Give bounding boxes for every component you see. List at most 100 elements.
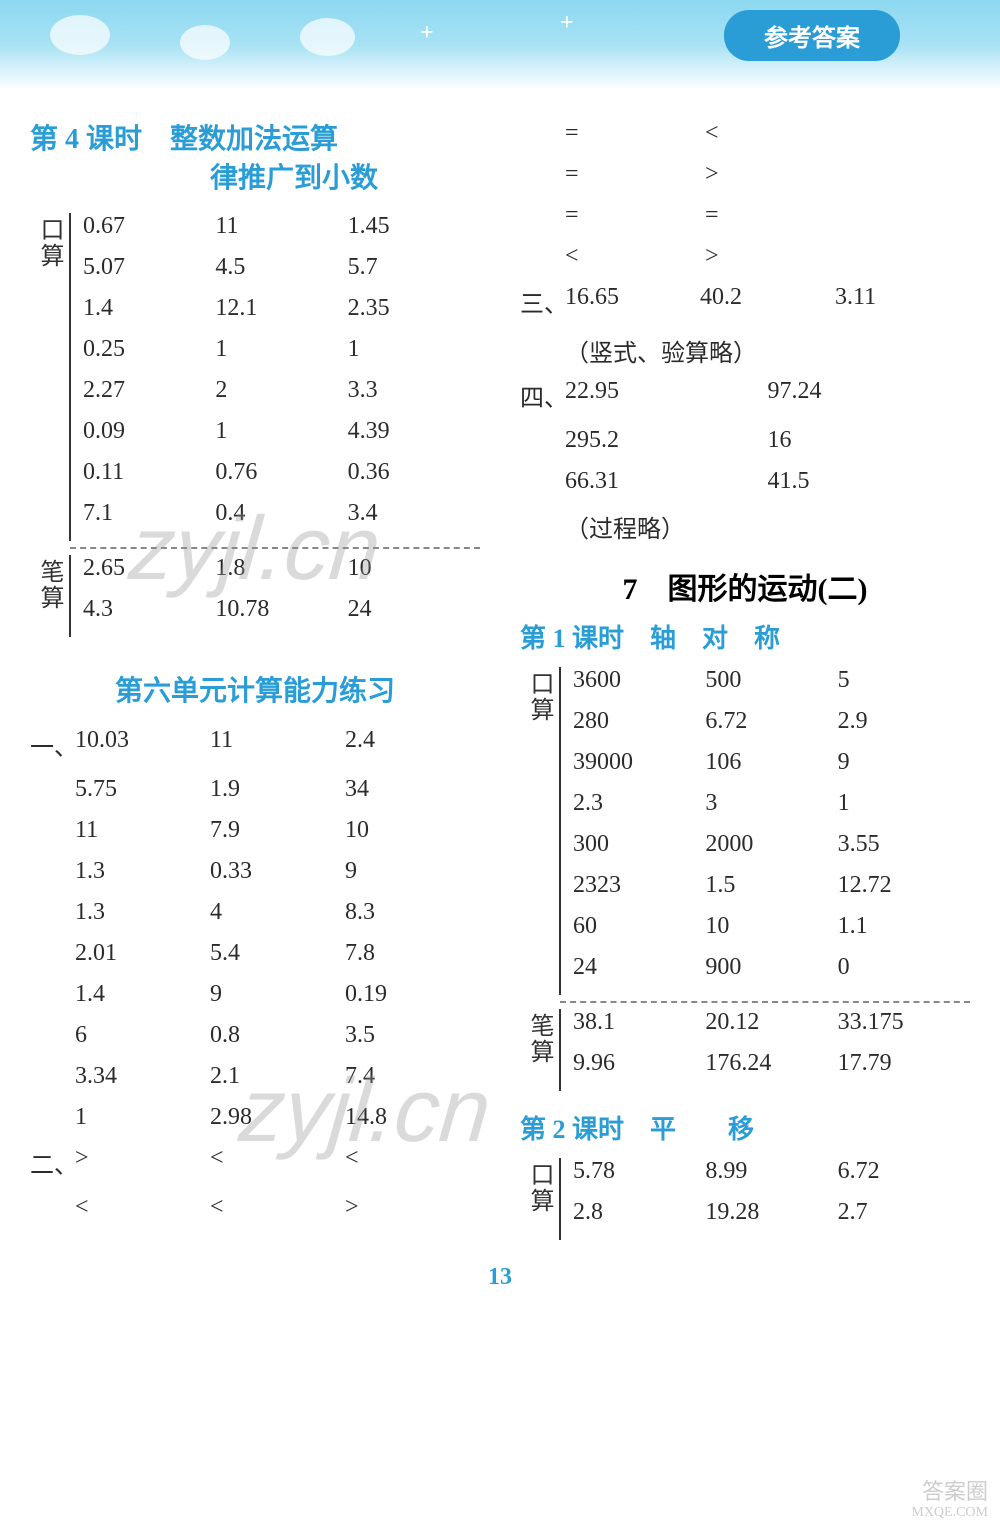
- table-cell: 41.5: [768, 468, 971, 495]
- table-cell: 39000: [573, 749, 705, 776]
- table-cell: 5.75: [75, 776, 210, 803]
- table-cell: 295.2: [565, 427, 768, 454]
- footer-logo-l2: MXQE.COM: [911, 1505, 988, 1522]
- table-cell: 40.2: [700, 284, 835, 319]
- table-row: 4.310.7824: [83, 596, 480, 623]
- symbol-cell: <: [565, 243, 705, 270]
- table-cell: 1: [75, 1104, 210, 1131]
- lesson2-kousuan-block: 口算 5.788.996.722.819.282.7: [520, 1158, 970, 1240]
- table-cell: 106: [705, 749, 837, 776]
- table-row: 36005005: [573, 667, 970, 694]
- lesson1-title: 第 1 课时 轴 对 称: [520, 618, 970, 655]
- table-cell: 176.24: [705, 1050, 837, 1077]
- lesson1-bisuan-grid: 38.120.1233.1759.96176.2417.79: [573, 1009, 970, 1091]
- plus-deco: +: [420, 20, 434, 47]
- table-cell: 0.36: [348, 459, 480, 486]
- table-cell: 1.1: [838, 913, 970, 940]
- table-cell: <: [210, 1194, 345, 1221]
- symbol-cell: =: [565, 161, 705, 188]
- row-label: [30, 940, 75, 967]
- row-label: [30, 1194, 75, 1221]
- table-cell: 3.11: [835, 284, 970, 319]
- list-row: 二、><<: [30, 1145, 480, 1180]
- table-cell: 9: [838, 749, 970, 776]
- table-cell: 2.35: [348, 295, 480, 322]
- lesson4-title-l2: 律推广到小数: [210, 163, 378, 194]
- table-row: 0.67111.45: [83, 213, 480, 240]
- table-cell: 6.72: [838, 1158, 970, 1185]
- table-cell: 1: [215, 418, 347, 445]
- lesson4-bisuan-block: 笔算 2.651.810 4.310.7824: [30, 555, 480, 637]
- table-cell: 1.4: [75, 981, 210, 1008]
- table-row: 30020003.55: [573, 831, 970, 858]
- table-cell: 9.96: [573, 1050, 705, 1077]
- row-label: [520, 468, 565, 495]
- table-row: 0.2511: [83, 336, 480, 363]
- table-row: 7.10.43.4: [83, 500, 480, 527]
- table-cell: 16.65: [565, 284, 700, 319]
- list-row: 117.910: [30, 817, 480, 844]
- table-cell: 60: [573, 913, 705, 940]
- table-cell: 0.09: [83, 418, 215, 445]
- table-cell: 3.5: [345, 1022, 480, 1049]
- table-cell: 280: [573, 708, 705, 735]
- table-cell: 4: [210, 899, 345, 926]
- row-label: [30, 1063, 75, 1090]
- table-cell: 5.7: [348, 254, 480, 281]
- table-cell: 4.5: [215, 254, 347, 281]
- continued-symbols: =<=>==<>: [520, 120, 970, 270]
- plus-deco: +: [560, 10, 574, 37]
- list-row: 12.9814.8: [30, 1104, 480, 1131]
- table-cell: >: [75, 1145, 210, 1180]
- list-row: 1.490.19: [30, 981, 480, 1008]
- list-row: <<>: [30, 1194, 480, 1221]
- table-cell: 17.79: [838, 1050, 970, 1077]
- table-cell: 7.8: [345, 940, 480, 967]
- table-cell: 1: [215, 336, 347, 363]
- row-label: 一、: [30, 727, 75, 762]
- table-cell: 3: [705, 790, 837, 817]
- table-cell: 1.9: [210, 776, 345, 803]
- symbol-cell: >: [705, 243, 845, 270]
- unit6-sec1: 一、10.03112.45.751.934117.9101.30.3391.34…: [30, 727, 480, 1131]
- table-cell: <: [210, 1145, 345, 1180]
- row-label: 二、: [30, 1145, 75, 1180]
- table-cell: 24: [573, 954, 705, 981]
- table-cell: 2.9: [838, 708, 970, 735]
- row-label: [520, 427, 565, 454]
- kousuan-label: 口算: [30, 213, 71, 541]
- table-cell: 3.55: [838, 831, 970, 858]
- table-cell: 0: [838, 954, 970, 981]
- row-label: [30, 981, 75, 1008]
- table-row: 5.074.55.7: [83, 254, 480, 281]
- table-cell: 24: [348, 596, 480, 623]
- list-row: 四、22.9597.24: [520, 378, 970, 413]
- table-cell: 10.03: [75, 727, 210, 762]
- table-cell: 4.3: [83, 596, 215, 623]
- lesson4-kousuan-block: 口算 0.67111.455.074.55.71.412.12.350.2511…: [30, 213, 480, 541]
- list-row: 60.83.5: [30, 1022, 480, 1049]
- table-cell: 2323: [573, 872, 705, 899]
- page-number: 13: [0, 1264, 1000, 1291]
- symbol-cell: =: [565, 202, 705, 229]
- table-cell: 0.33: [210, 858, 345, 885]
- table-row: 2.651.810: [83, 555, 480, 582]
- table-cell: 19.28: [705, 1199, 837, 1226]
- table-cell: 34: [345, 776, 480, 803]
- symbol-row: =<: [565, 120, 970, 147]
- row-label: 三、: [520, 284, 565, 319]
- table-cell: 1.4: [83, 295, 215, 322]
- table-cell: 0.25: [83, 336, 215, 363]
- row-label: [30, 1022, 75, 1049]
- table-cell: 16: [768, 427, 971, 454]
- table-row: 23231.512.72: [573, 872, 970, 899]
- table-cell: 300: [573, 831, 705, 858]
- table-row: 2.819.282.7: [573, 1199, 970, 1226]
- table-cell: 10: [345, 817, 480, 844]
- bisuan-label: 笔算: [30, 555, 71, 637]
- table-row: 249000: [573, 954, 970, 981]
- table-cell: 8.3: [345, 899, 480, 926]
- table-cell: 0.11: [83, 459, 215, 486]
- row-label: [30, 817, 75, 844]
- table-row: 9.96176.2417.79: [573, 1050, 970, 1077]
